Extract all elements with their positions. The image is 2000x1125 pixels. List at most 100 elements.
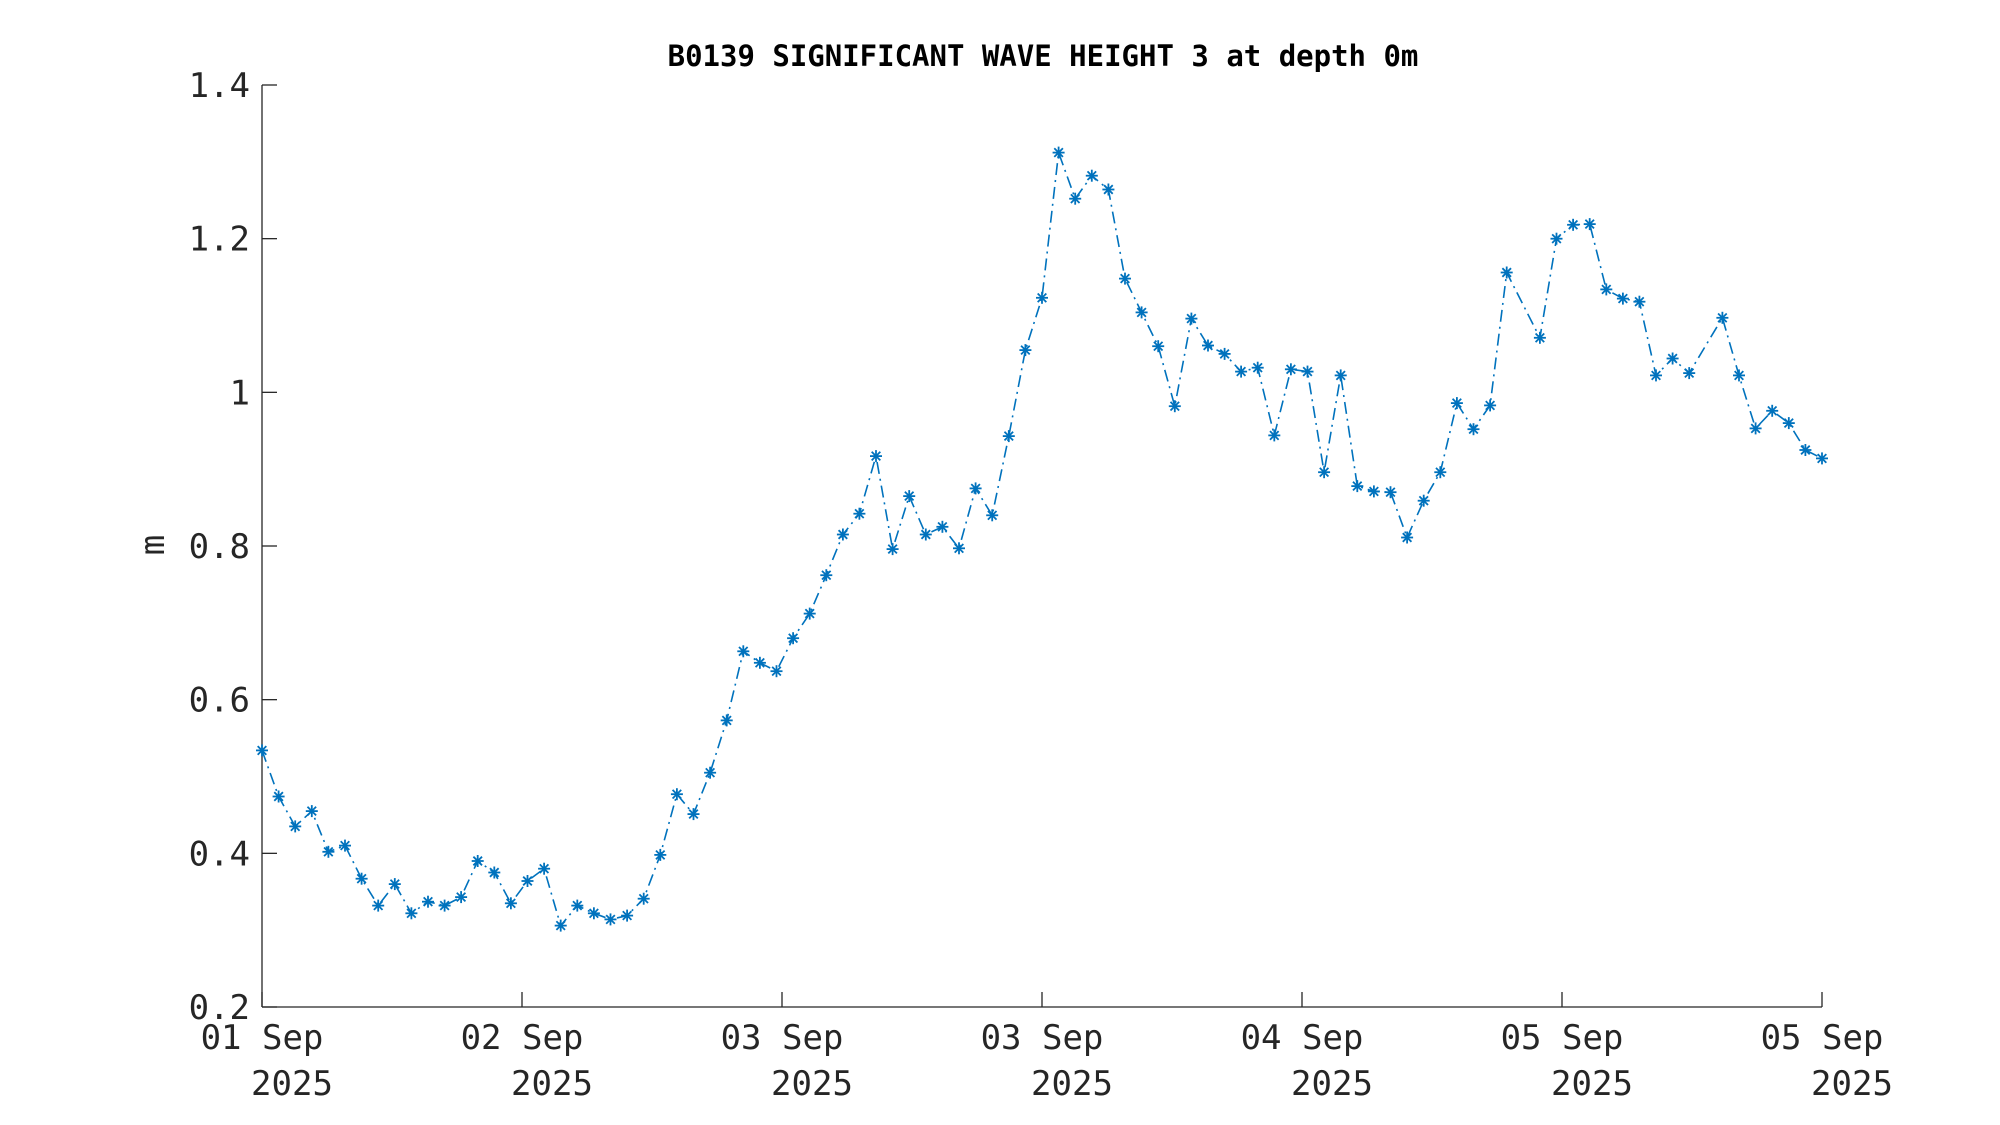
series-line	[261, 152, 1823, 928]
x-tick-label-date: 04 Sep	[1241, 1018, 1364, 1058]
data-point	[969, 482, 982, 495]
y-tick-label: 1	[230, 373, 250, 413]
data-point	[737, 645, 750, 658]
data-point	[1284, 363, 1297, 376]
data-point	[372, 899, 385, 912]
data-point	[1351, 480, 1364, 493]
x-axis-ticks: 01 Sep 2025 02 Sep 2025 03 Sep 2025 03 Sep 2025…	[201, 992, 1893, 1104]
data-point	[339, 839, 351, 852]
data-point	[687, 808, 700, 821]
data-point	[1716, 311, 1729, 324]
data-point	[1251, 361, 1264, 374]
data-point	[272, 790, 285, 803]
data-point	[1550, 232, 1563, 245]
data-point	[554, 919, 567, 932]
data-point	[1185, 312, 1198, 325]
x-tick-label-date: 01 Sep	[201, 1018, 324, 1058]
data-point	[1069, 192, 1082, 205]
x-tick-label-year: 2025	[1031, 1064, 1113, 1104]
data-point	[355, 872, 368, 885]
data-point	[571, 899, 584, 912]
data-point	[903, 490, 916, 503]
data-point	[521, 875, 534, 887]
data-point	[1799, 444, 1812, 456]
data-point	[1683, 367, 1696, 380]
data-point	[953, 542, 965, 555]
data-point	[1633, 295, 1646, 308]
y-tick-label: 0.2	[189, 988, 250, 1028]
data-point	[1318, 466, 1331, 479]
data-point	[803, 607, 816, 620]
data-point	[388, 878, 401, 891]
x-tick-label-date: 03 Sep	[721, 1018, 844, 1058]
data-point	[1119, 272, 1131, 285]
data-point	[1782, 417, 1795, 430]
data-point	[1616, 292, 1629, 305]
x-tick-label-year: 2025	[1291, 1064, 1373, 1104]
data-point	[670, 788, 683, 801]
data-point	[305, 805, 318, 818]
data-point	[637, 892, 650, 905]
data-point	[455, 891, 468, 904]
data-point	[1766, 404, 1779, 417]
data-point	[1533, 331, 1546, 344]
data-point	[1467, 423, 1480, 436]
data-point	[422, 895, 434, 908]
x-tick-label-year: 2025	[251, 1064, 333, 1104]
data-point	[587, 907, 600, 920]
data-point	[604, 913, 617, 926]
x-tick-label-date: 02 Sep	[461, 1018, 584, 1058]
data-point	[936, 520, 949, 533]
data-point	[654, 848, 667, 861]
data-point	[870, 450, 882, 463]
data-point	[256, 744, 268, 757]
x-tick-label-date: 05 Sep	[1761, 1018, 1884, 1058]
y-tick-label: 0.8	[189, 527, 250, 567]
data-point	[471, 855, 484, 867]
data-point	[405, 907, 418, 920]
data-point	[1135, 306, 1148, 319]
data-point	[1484, 399, 1497, 412]
data-point	[753, 656, 766, 669]
data-point	[1417, 494, 1430, 507]
plot-area	[256, 146, 1828, 932]
data-point	[621, 909, 634, 922]
data-point	[1268, 429, 1281, 442]
data-point	[1334, 369, 1347, 382]
data-point	[1749, 422, 1762, 435]
data-point	[438, 899, 451, 912]
data-point	[1600, 283, 1613, 296]
data-point	[289, 820, 302, 833]
data-point	[1650, 369, 1662, 382]
data-point	[1301, 365, 1314, 378]
data-point	[1367, 485, 1380, 498]
y-tick-label: 0.4	[189, 834, 250, 874]
data-point	[986, 509, 999, 522]
data-point	[504, 897, 517, 910]
data-point	[919, 528, 932, 541]
x-tick-label-year: 2025	[1811, 1064, 1893, 1104]
y-tick-label: 1.4	[189, 66, 250, 106]
data-point	[1666, 352, 1679, 365]
data-point	[1218, 347, 1231, 360]
x-tick-label-year: 2025	[1551, 1064, 1633, 1104]
data-point	[820, 569, 833, 582]
x-tick-label-date: 03 Sep	[981, 1018, 1104, 1058]
chart-title: B0139 SIGNIFICANT WAVE HEIGHT 3 at depth…	[668, 39, 1419, 73]
data-point	[704, 766, 717, 779]
data-point	[1583, 218, 1596, 231]
data-point	[836, 528, 849, 541]
data-point	[1102, 183, 1115, 196]
y-axis-label: m	[133, 535, 173, 555]
data-point	[1085, 169, 1098, 182]
data-point	[886, 543, 899, 556]
x-tick-label-year: 2025	[511, 1064, 593, 1104]
y-axis-ticks: 0.2 0.4 0.6 0.8 1 1.2 1.4	[189, 66, 277, 1028]
data-point	[853, 507, 866, 520]
data-point	[538, 862, 551, 875]
data-point	[1168, 400, 1181, 413]
y-tick-label: 0.6	[189, 681, 250, 721]
x-tick-label-year: 2025	[771, 1064, 853, 1104]
data-point	[1816, 452, 1828, 465]
